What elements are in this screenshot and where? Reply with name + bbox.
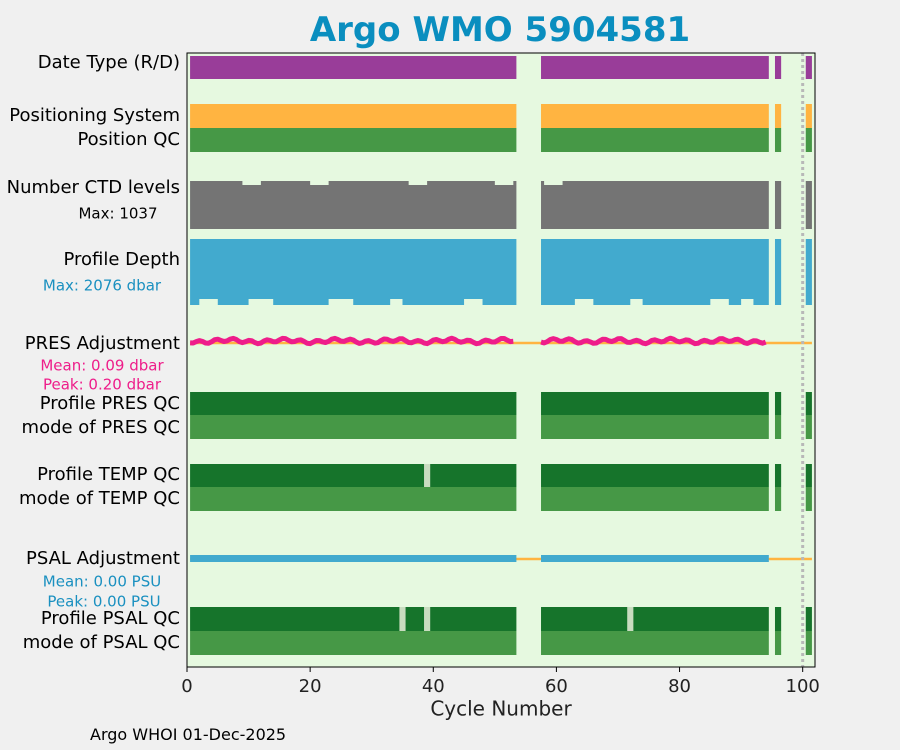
- profile-depth-notch-1: [248, 299, 274, 305]
- profile-depth-notch-7: [710, 299, 729, 305]
- mode-psal-qc-bar-segment-2: [774, 631, 782, 655]
- ctd-levels-bar-segment-2: [774, 181, 782, 229]
- ctd-levels-max-note: Max: 1037: [78, 205, 157, 223]
- profile-psal-qc-bar-segment-3: [805, 607, 812, 631]
- mode-psal-qc-bar-segment-1: [541, 631, 769, 655]
- mode-temp-qc-bar-segment-2: [774, 487, 782, 511]
- profile-depth-bar-segment-0: [190, 239, 517, 305]
- mode-temp-qc-bar-segment-1: [541, 487, 769, 511]
- pres-adjustment-line-1: [540, 335, 767, 347]
- date-type-bar-segment-0: [190, 56, 517, 79]
- mode-psal-qc-bar-segment-0: [190, 631, 517, 655]
- row-label-6: Profile PRES QC: [40, 393, 180, 414]
- row-label-2: Position QC: [77, 129, 180, 150]
- ctd-levels-notch-4: [544, 181, 563, 185]
- x-axis-label: Cycle Number: [430, 697, 572, 721]
- mode-pres-qc-bar-segment-1: [541, 415, 769, 439]
- row-label-8: Profile TEMP QC: [37, 464, 180, 485]
- row-label-10: PSAL Adjustment: [26, 548, 180, 569]
- x-tick-label-5: 100: [786, 676, 820, 697]
- row-label-9: mode of TEMP QC: [19, 488, 180, 509]
- mode-psal-qc-bar-segment-3: [805, 631, 812, 655]
- ctd-levels-notch-1: [310, 181, 329, 185]
- x-tick-label-3: 60: [545, 676, 568, 697]
- x-tick-label-4: 80: [668, 676, 691, 697]
- mode-temp-qc-bar-segment-0: [190, 487, 517, 511]
- pres-adjustment-mean-note: Mean: 0.09 dbar: [40, 357, 164, 375]
- profile-temp-qc-bar-segment-0: [190, 464, 517, 487]
- position-qc-bar-segment-2: [774, 128, 782, 152]
- row-label-5: PRES Adjustment: [25, 333, 180, 354]
- profile-depth-notch-0: [199, 299, 218, 305]
- date-type-bar-segment-1: [541, 56, 769, 79]
- row-label-12: mode of PSAL QC: [23, 632, 180, 653]
- date-type-bar-segment-2: [774, 56, 782, 79]
- pres-adjustment-line-0: [190, 335, 514, 347]
- pres-adjustment-peak-note: Peak: 0.20 dbar: [43, 376, 162, 394]
- positioning-system-bar-segment-2: [774, 104, 782, 128]
- row-label-1: Positioning System: [9, 105, 180, 126]
- ctd-levels-bar-segment-3: [805, 181, 812, 229]
- profile-depth-notch-2: [328, 299, 354, 305]
- mode-pres-qc-bar-segment-3: [805, 415, 812, 439]
- chart-title: Argo WMO 5904581: [309, 10, 691, 50]
- mode-pres-qc-bar-segment-2: [774, 415, 782, 439]
- psal-qc-flag-0: [399, 607, 406, 631]
- position-qc-bar-segment-3: [805, 128, 812, 152]
- profile-depth-bar-segment-3: [805, 239, 812, 305]
- profile-psal-qc-bar-segment-0: [190, 607, 517, 631]
- x-tick-label-1: 20: [299, 676, 322, 697]
- profile-depth-bar-segment-1: [541, 239, 769, 305]
- ctd-levels-notch-3: [494, 181, 514, 185]
- profile-temp-qc-bar-segment-3: [805, 464, 812, 487]
- x-tick-label-0: 0: [181, 676, 192, 697]
- row-label-4: Profile Depth: [63, 249, 180, 270]
- profile-psal-qc-bar-segment-1: [541, 607, 769, 631]
- ctd-levels-bar-segment-1: [541, 181, 769, 229]
- profile-pres-qc-bar-segment-1: [541, 392, 769, 415]
- psal-adjustment-peak-note: Peak: 0.00 PSU: [47, 593, 160, 611]
- temp-qc-flag-0: [424, 464, 431, 487]
- profile-pres-qc-bar-segment-0: [190, 392, 517, 415]
- plot-frame: [186, 52, 816, 668]
- profile-pres-qc-bar-segment-2: [774, 392, 782, 415]
- mode-pres-qc-bar-segment-0: [190, 415, 517, 439]
- profile-depth-notch-3: [390, 299, 403, 305]
- psal-adjustment-line-0: [190, 555, 517, 562]
- x-tick-label-2: 40: [422, 676, 445, 697]
- profile-depth-notch-6: [630, 299, 643, 305]
- psal-adjustment-mean-note: Mean: 0.00 PSU: [43, 573, 161, 591]
- row-label-7: mode of PRES QC: [22, 417, 180, 438]
- profile-depth-notch-5: [574, 299, 594, 305]
- profile-temp-qc-bar-segment-1: [541, 464, 769, 487]
- footer-credit: Argo WHOI 01-Dec-2025: [90, 725, 287, 744]
- positioning-system-bar-segment-0: [190, 104, 517, 128]
- profile-depth-notch-4: [464, 299, 483, 305]
- plot-area: [187, 53, 815, 667]
- mode-temp-qc-bar-segment-3: [805, 487, 812, 511]
- row-label-11: Profile PSAL QC: [41, 608, 180, 629]
- row-label-3: Number CTD levels: [7, 177, 180, 198]
- profile-psal-qc-bar-segment-2: [774, 607, 782, 631]
- profile-depth-notch-8: [741, 299, 754, 305]
- psal-adjustment-line-1: [541, 555, 769, 562]
- position-qc-bar-segment-1: [541, 128, 769, 152]
- ctd-levels-notch-2: [408, 181, 428, 185]
- profile-depth-max-note: Max: 2076 dbar: [43, 277, 162, 295]
- profile-depth-bar-segment-2: [774, 239, 782, 305]
- psal-qc-flag-1: [424, 607, 431, 631]
- positioning-system-bar-segment-1: [541, 104, 769, 128]
- row-label-0: Date Type (R/D): [38, 52, 180, 73]
- profile-pres-qc-bar-segment-3: [805, 392, 812, 415]
- date-type-bar-segment-3: [805, 56, 812, 79]
- positioning-system-bar-segment-3: [805, 104, 812, 128]
- ctd-levels-notch-0: [242, 181, 261, 185]
- psal-qc-flag-2: [627, 607, 634, 631]
- position-qc-bar-segment-0: [190, 128, 517, 152]
- profile-temp-qc-bar-segment-2: [774, 464, 782, 487]
- ctd-levels-bar-segment-0: [190, 181, 517, 229]
